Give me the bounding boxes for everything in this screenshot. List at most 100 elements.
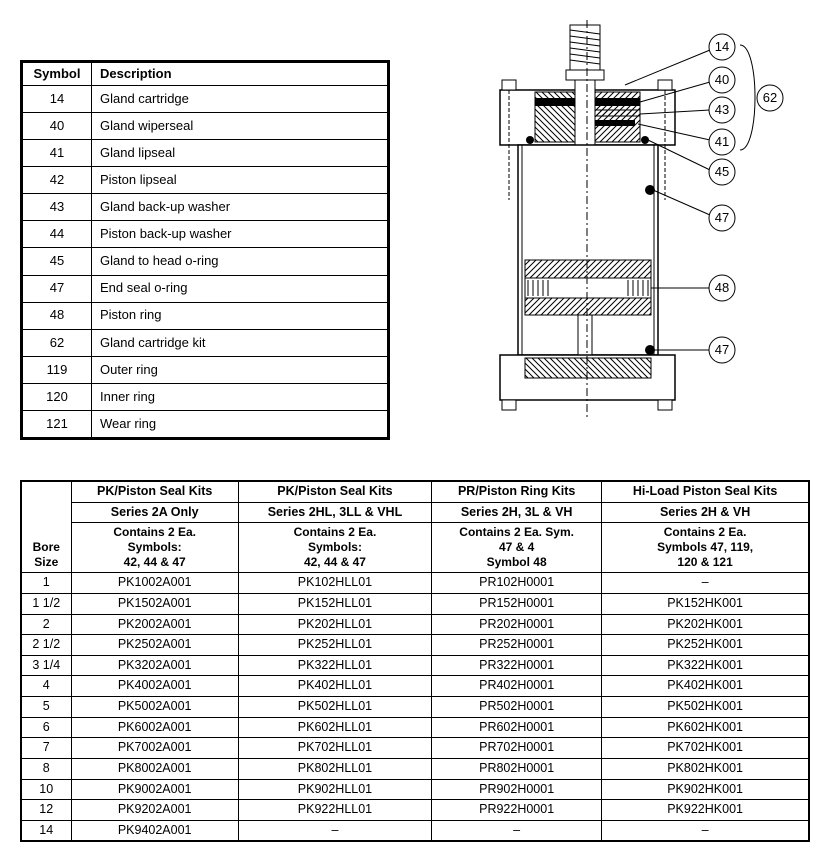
description-cell: Wear ring: [92, 410, 389, 438]
kit-part-cell: PK502HK001: [602, 697, 809, 718]
bore-cell: 4: [21, 676, 71, 697]
kit-contains-header: Contains 2 Ea. Sym.47 & 4Symbol 48: [432, 523, 602, 573]
description-cell: Piston back-up washer: [92, 221, 389, 248]
svg-text:47: 47: [715, 342, 729, 357]
svg-text:14: 14: [715, 39, 729, 54]
kit-series-header: Series 2H, 3L & VH: [432, 502, 602, 523]
kit-part-cell: PK922HLL01: [238, 800, 431, 821]
kit-part-cell: PK8002A001: [71, 758, 238, 779]
symbol-cell: 41: [22, 140, 92, 167]
table-row: 42Piston lipseal: [22, 167, 389, 194]
description-cell: Gland to head o-ring: [92, 248, 389, 275]
table-row: 44Piston back-up washer: [22, 221, 389, 248]
kit-part-cell: PK7002A001: [71, 738, 238, 759]
svg-text:41: 41: [715, 134, 729, 149]
svg-text:40: 40: [715, 72, 729, 87]
table-row: 14PK9402A001–––: [21, 820, 809, 841]
kit-part-cell: PR602H0001: [432, 717, 602, 738]
svg-text:48: 48: [715, 280, 729, 295]
description-cell: Gland cartridge: [92, 86, 389, 113]
bore-cell: 1 1/2: [21, 593, 71, 614]
kit-part-cell: PK802HLL01: [238, 758, 431, 779]
table-row: 7PK7002A001PK702HLL01PR702H0001PK702HK00…: [21, 738, 809, 759]
symbol-description-table: Symbol Description 14Gland cartridge40Gl…: [20, 60, 390, 440]
kit-part-cell: PR702H0001: [432, 738, 602, 759]
kit-part-cell: PK322HK001: [602, 655, 809, 676]
svg-text:47: 47: [715, 210, 729, 225]
kit-part-cell: PR802H0001: [432, 758, 602, 779]
table-row: 2 1/2PK2502A001PK252HLL01PR252H0001PK252…: [21, 635, 809, 656]
kit-part-cell: –: [238, 820, 431, 841]
kit-part-cell: PK9002A001: [71, 779, 238, 800]
symbol-cell: 44: [22, 221, 92, 248]
table-row: 47End seal o-ring: [22, 275, 389, 302]
cylinder-diagram: 14 40 43 62 41 45 47: [430, 20, 810, 440]
symbol-cell: 45: [22, 248, 92, 275]
kit-part-cell: PK1002A001: [71, 573, 238, 594]
kit-part-cell: PK322HLL01: [238, 655, 431, 676]
table-row: 8PK8002A001PK802HLL01PR802H0001PK802HK00…: [21, 758, 809, 779]
bore-cell: 10: [21, 779, 71, 800]
symbol-cell: 121: [22, 410, 92, 438]
kit-part-cell: PK9402A001: [71, 820, 238, 841]
description-header: Description: [92, 62, 389, 86]
table-row: 41Gland lipseal: [22, 140, 389, 167]
svg-text:62: 62: [763, 90, 777, 105]
bore-cell: 1: [21, 573, 71, 594]
bore-cell: 7: [21, 738, 71, 759]
symbol-cell: 14: [22, 86, 92, 113]
table-row: 2PK2002A001PK202HLL01PR202H0001PK202HK00…: [21, 614, 809, 635]
table-row: 48Piston ring: [22, 302, 389, 329]
symbol-header: Symbol: [22, 62, 92, 86]
symbol-cell: 120: [22, 383, 92, 410]
description-cell: End seal o-ring: [92, 275, 389, 302]
kit-part-cell: PK202HK001: [602, 614, 809, 635]
svg-text:45: 45: [715, 164, 729, 179]
table-row: 45Gland to head o-ring: [22, 248, 389, 275]
kit-contains-header: Contains 2 Ea.Symbols:42, 44 & 47: [238, 523, 431, 573]
bore-cell: 8: [21, 758, 71, 779]
kit-part-cell: PR252H0001: [432, 635, 602, 656]
table-row: 6PK6002A001PK602HLL01PR602H0001PK602HK00…: [21, 717, 809, 738]
table-row: 1 1/2PK1502A001PK152HLL01PR152H0001PK152…: [21, 593, 809, 614]
description-cell: Gland back-up washer: [92, 194, 389, 221]
kit-part-cell: PR102H0001: [432, 573, 602, 594]
description-cell: Gland cartridge kit: [92, 329, 389, 356]
bore-cell: 12: [21, 800, 71, 821]
kit-part-cell: –: [602, 573, 809, 594]
description-cell: Inner ring: [92, 383, 389, 410]
kit-part-cell: PK202HLL01: [238, 614, 431, 635]
table-row: 4PK4002A001PK402HLL01PR402H0001PK402HK00…: [21, 676, 809, 697]
kit-part-cell: PK502HLL01: [238, 697, 431, 718]
table-row: 40Gland wiperseal: [22, 113, 389, 140]
table-row: 43Gland back-up washer: [22, 194, 389, 221]
kit-part-cell: PK152HLL01: [238, 593, 431, 614]
kit-part-cell: PK1502A001: [71, 593, 238, 614]
description-cell: Gland lipseal: [92, 140, 389, 167]
kit-series-header: Series 2H & VH: [602, 502, 809, 523]
kit-part-cell: PK252HLL01: [238, 635, 431, 656]
bore-cell: 2: [21, 614, 71, 635]
kit-part-cell: PR502H0001: [432, 697, 602, 718]
table-row: 121Wear ring: [22, 410, 389, 438]
table-row: 5PK5002A001PK502HLL01PR502H0001PK502HK00…: [21, 697, 809, 718]
kit-part-cell: PR152H0001: [432, 593, 602, 614]
kit-series-header: Series 2A Only: [71, 502, 238, 523]
bore-size-header: BoreSize: [21, 481, 71, 573]
table-row: 12PK9202A001PK922HLL01PR922H0001PK922HK0…: [21, 800, 809, 821]
table-row: 119Outer ring: [22, 356, 389, 383]
kit-group-header: PK/Piston Seal Kits: [71, 481, 238, 502]
kit-part-cell: –: [602, 820, 809, 841]
kit-part-cell: PK902HLL01: [238, 779, 431, 800]
kit-group-header: PR/Piston Ring Kits: [432, 481, 602, 502]
table-row: 3 1/4PK3202A001PK322HLL01PR322H0001PK322…: [21, 655, 809, 676]
table-row: 1PK1002A001PK102HLL01PR102H0001–: [21, 573, 809, 594]
kit-part-cell: PK6002A001: [71, 717, 238, 738]
kit-part-cell: PK702HK001: [602, 738, 809, 759]
symbol-cell: 42: [22, 167, 92, 194]
kit-part-cell: PK152HK001: [602, 593, 809, 614]
kit-part-cell: PK2002A001: [71, 614, 238, 635]
kit-part-cell: PR322H0001: [432, 655, 602, 676]
description-cell: Piston ring: [92, 302, 389, 329]
kit-part-cell: PR902H0001: [432, 779, 602, 800]
